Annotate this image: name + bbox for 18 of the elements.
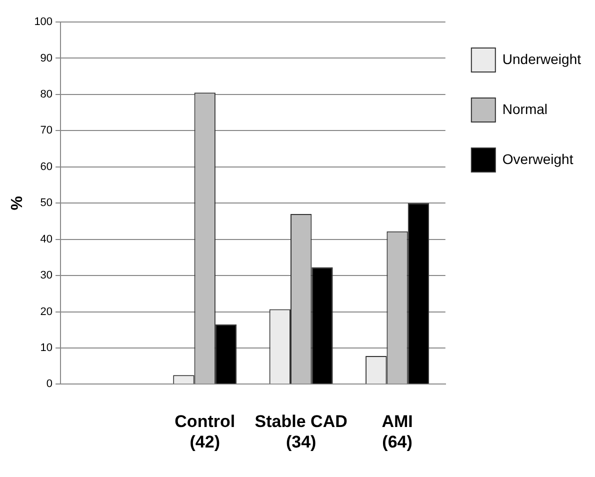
y-tick-label: 10 xyxy=(40,342,53,354)
y-tick-label: 50 xyxy=(40,197,53,210)
y-tick-label: 60 xyxy=(40,160,53,173)
y-tick-label: 70 xyxy=(40,124,53,137)
y-tick-label: 100 xyxy=(34,16,53,28)
x-tick-label: AMI (64) xyxy=(382,412,413,452)
x-tick-label: Stable CAD (34) xyxy=(254,412,348,452)
y-tick-label: 80 xyxy=(40,88,53,100)
y-axis-title: % xyxy=(9,196,26,210)
legend-label: Underweight xyxy=(502,50,582,67)
legend-label: Overweight xyxy=(502,150,574,167)
y-tick-label: 90 xyxy=(40,52,53,64)
y-tick-label: 20 xyxy=(40,306,53,318)
legend-label: Normal xyxy=(502,100,548,117)
y-tick-label: 0 xyxy=(46,378,53,390)
y-tick-label: 30 xyxy=(40,270,53,282)
y-tick-label: 40 xyxy=(40,233,53,246)
x-tick-label: Control (42) xyxy=(174,412,236,452)
